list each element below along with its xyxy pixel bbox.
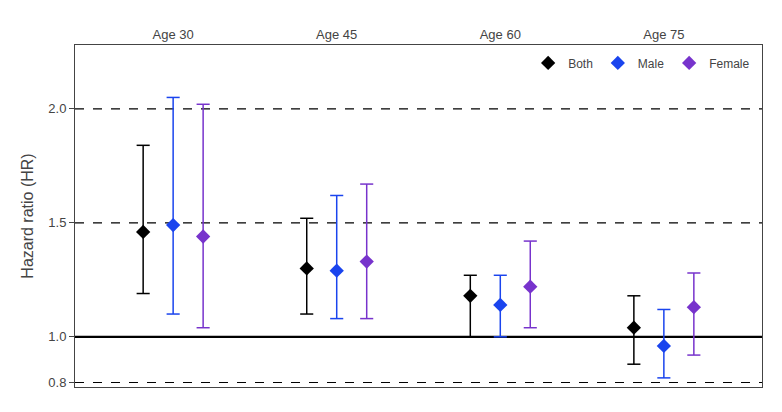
svg-text:Age 45: Age 45: [316, 27, 357, 42]
svg-text:2.0: 2.0: [48, 101, 66, 116]
svg-text:0.8: 0.8: [48, 375, 66, 390]
svg-text:1.5: 1.5: [48, 215, 66, 230]
svg-text:1.0: 1.0: [48, 329, 66, 344]
svg-text:Age 75: Age 75: [643, 27, 684, 42]
svg-text:Female: Female: [709, 57, 749, 71]
svg-text:Male: Male: [638, 57, 664, 71]
svg-text:Both: Both: [568, 57, 593, 71]
svg-text:Age 60: Age 60: [480, 27, 521, 42]
svg-text:Age 30: Age 30: [153, 27, 194, 42]
svg-text:Hazard ratio (HR): Hazard ratio (HR): [19, 153, 36, 278]
